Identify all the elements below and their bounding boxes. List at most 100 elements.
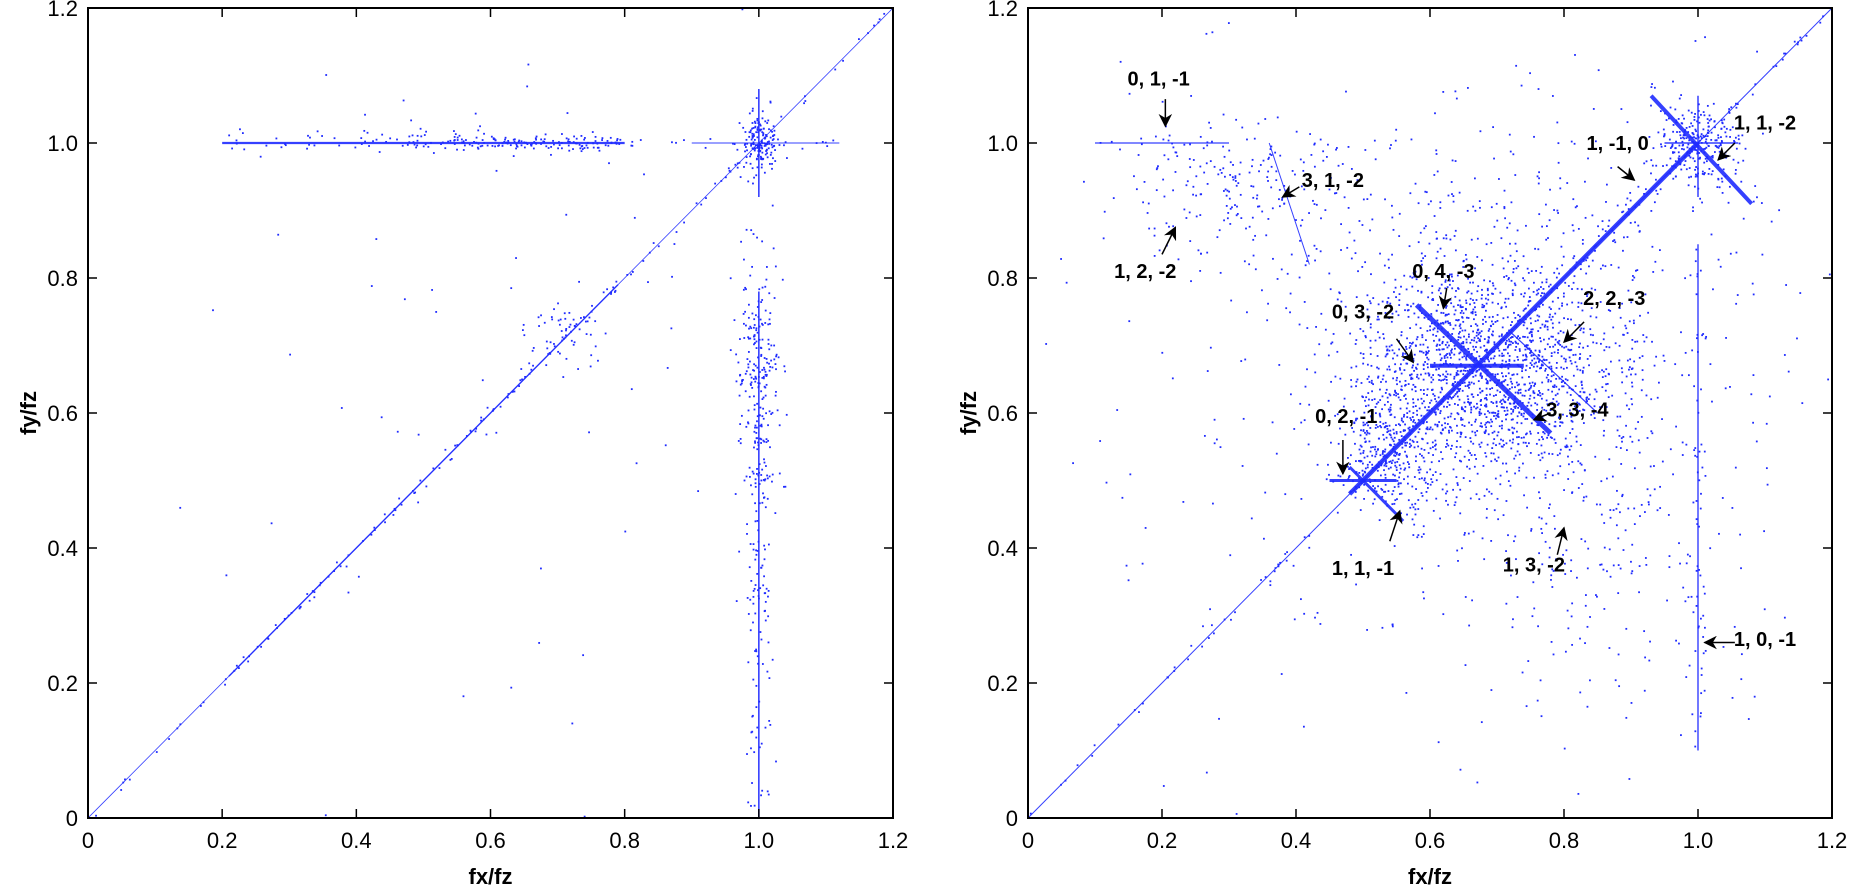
data-point [1559,465,1562,468]
data-point [1519,315,1521,318]
data-point [1489,366,1492,368]
data-point [1468,403,1471,406]
data-point [1379,252,1381,255]
data-point [1478,443,1481,446]
data-point [1718,150,1721,153]
data-point [1485,516,1488,519]
data-point [1560,381,1563,383]
data-point [535,135,538,138]
data-point [490,135,493,138]
data-point [760,442,763,444]
data-point [1412,401,1415,404]
data-point [1381,451,1384,454]
data-point [1496,219,1499,222]
data-point [530,144,533,147]
data-point [772,134,775,137]
data-point [1418,306,1421,309]
data-point [124,778,126,781]
data-point [1228,149,1231,152]
data-point [1532,365,1535,368]
data-point [531,349,534,352]
data-point [402,99,405,102]
data-point [1698,450,1701,453]
data-point [1522,255,1525,258]
data-point [523,334,526,337]
data-point [1735,106,1738,109]
data-point [1347,457,1349,459]
data-point [1389,414,1392,416]
data-point [752,369,754,371]
data-point [1213,418,1216,421]
data-point [754,375,757,378]
data-point [1556,209,1559,212]
data-point [1449,425,1451,428]
data-point [1240,217,1243,220]
data-point [1501,406,1504,409]
data-point [1569,432,1571,434]
data-point [1384,355,1387,358]
data-point [1269,584,1272,587]
data-point [1448,279,1451,282]
data-point [1521,394,1524,397]
data-point [764,592,767,595]
data-point [1446,423,1449,425]
data-point [752,602,755,605]
data-point [764,726,767,729]
data-point [1621,493,1624,496]
y-tick-label: 0.6 [987,401,1018,426]
data-point [1499,364,1502,367]
data-point [1354,252,1357,255]
data-point [1365,421,1368,424]
data-point [1580,463,1583,466]
data-point [504,138,506,141]
data-point [1429,329,1432,332]
y-tick-label: 0.8 [987,266,1018,291]
data-point [1516,384,1519,387]
data-point [1608,647,1611,649]
data-point [1443,417,1446,420]
data-point [1430,322,1433,325]
data-point [1490,242,1493,244]
data-point [526,143,529,145]
data-point [1362,330,1365,333]
data-point [368,145,370,147]
data-point [1392,473,1395,476]
data-point [1630,373,1632,376]
data-point [1618,434,1621,437]
data-point [1590,307,1593,310]
data-point [1444,426,1447,429]
data-point [1377,461,1380,464]
data-point [1497,379,1500,382]
data-point [1252,185,1255,188]
data-point [1461,306,1464,308]
data-point [1471,599,1473,602]
data-point [392,514,395,516]
data-point [1459,304,1462,307]
data-point [757,153,760,156]
data-point [1162,138,1165,141]
data-point [1599,267,1602,270]
data-point [1376,366,1378,369]
data-point [1516,596,1519,598]
data-point [1449,322,1451,324]
data-point [1463,352,1466,355]
data-point [1649,640,1651,643]
data-point [1656,193,1659,195]
data-point [1544,540,1547,543]
data-point [225,574,228,577]
data-point [1637,302,1640,305]
data-point [752,472,755,475]
data-point [1432,509,1435,512]
data-point [1540,444,1543,447]
data-point [1405,444,1407,447]
data-point [1539,497,1541,500]
data-point [1507,398,1509,401]
data-point [772,145,775,148]
data-point [1469,297,1472,300]
data-point [1487,339,1490,342]
data-point [606,288,609,291]
data-point [1609,509,1612,511]
data-point [1396,383,1398,386]
data-point [1625,716,1628,719]
data-point [1458,325,1461,327]
